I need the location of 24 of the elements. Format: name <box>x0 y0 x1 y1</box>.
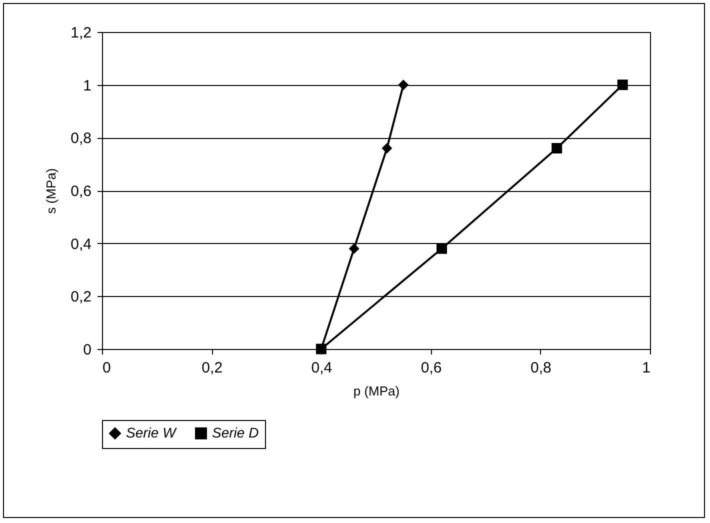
x-tick-label: 1 <box>642 360 650 376</box>
y-tick-label: 0,4 <box>70 236 92 253</box>
x-axis-title: p (MPa) <box>353 384 400 398</box>
point <box>436 243 448 254</box>
x-tick-label: 0,6 <box>420 360 442 376</box>
y-axis-title: s (MPa) <box>44 168 59 214</box>
y-tick-label: 0,6 <box>70 183 92 200</box>
x-tick-label: 0,2 <box>202 360 223 376</box>
x-tick-label: 0,8 <box>530 360 552 376</box>
y-tick-label: 1 <box>83 77 92 94</box>
point <box>552 142 562 154</box>
legend-label: Serie D <box>212 424 259 440</box>
y-tick-label: 0,2 <box>70 288 92 306</box>
y-tick-label: 0 <box>83 342 92 358</box>
point <box>316 344 326 354</box>
point <box>398 80 409 90</box>
point <box>382 142 392 154</box>
y-tick-label: 1,2 <box>70 24 92 42</box>
legend-label: Serie W <box>126 424 178 440</box>
x-tick-label: 0,4 <box>311 360 332 376</box>
point <box>617 80 628 90</box>
point <box>348 243 360 254</box>
x-tick-label: 0 <box>102 360 111 376</box>
y-tick-label: 0,8 <box>70 130 92 148</box>
